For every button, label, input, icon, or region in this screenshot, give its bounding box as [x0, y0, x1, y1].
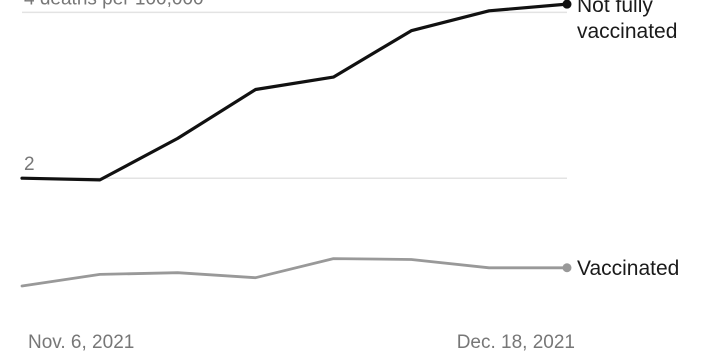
end-marker-not-fully-vaccinated	[562, 0, 572, 9]
series-line-vaccinated	[20, 257, 569, 288]
x-axis-ticks: Nov. 6, 2021 Dec. 18, 2021	[28, 332, 575, 353]
series-lines	[20, 2, 569, 288]
series-labels: Not fully vaccinated Vaccinated	[562, 0, 679, 280]
y-axis-ticks: 4 deaths per 100,000 2	[24, 0, 204, 175]
series-line-not-fully-vaccinated	[20, 2, 569, 182]
x-tick-label-start: Nov. 6, 2021	[28, 332, 134, 353]
y-tick-label-2: 2	[24, 154, 35, 175]
gridlines	[22, 11, 567, 179]
series-label-not-fully-vaccinated: Not fully vaccinated	[577, 0, 677, 43]
series-label-vaccinated: Vaccinated	[577, 257, 679, 280]
end-marker-vaccinated	[562, 263, 572, 273]
y-tick-label-4: 4 deaths per 100,000	[24, 0, 204, 9]
x-tick-label-end: Dec. 18, 2021	[457, 332, 575, 353]
